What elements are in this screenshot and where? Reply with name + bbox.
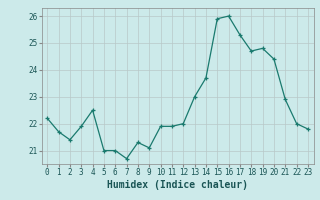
X-axis label: Humidex (Indice chaleur): Humidex (Indice chaleur) (107, 180, 248, 190)
